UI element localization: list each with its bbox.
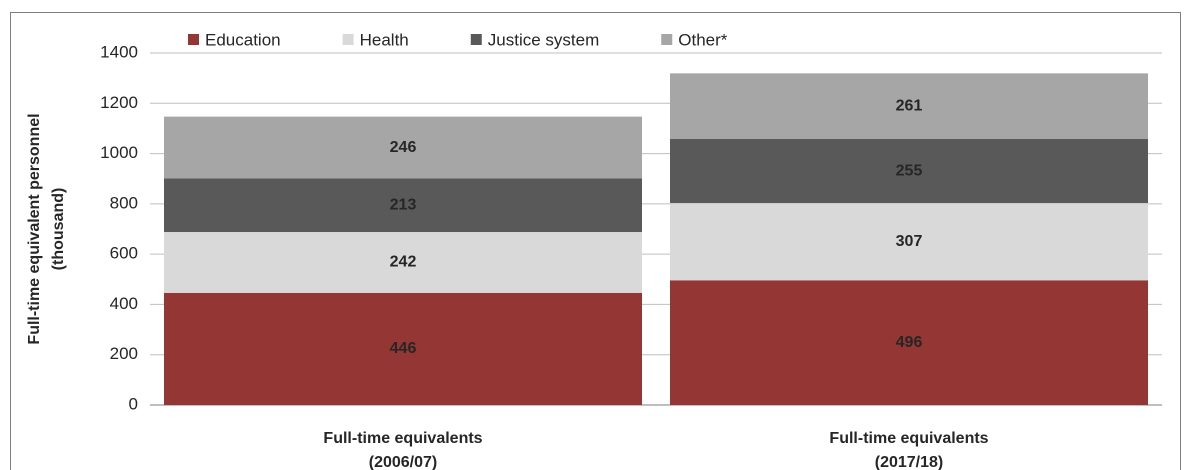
legend-label: Justice system (488, 30, 599, 49)
y-tick-label: 200 (110, 344, 138, 363)
y-tick-label: 1000 (100, 143, 138, 162)
value-label: 213 (390, 196, 417, 213)
y-tick-label: 1400 (100, 42, 138, 61)
bar-segment (164, 232, 642, 293)
legend-label: Education (205, 30, 281, 49)
legend-label: Other* (678, 30, 728, 49)
y-axis-label: Full-time equivalent personnel (26, 113, 43, 344)
legend-swatch (188, 34, 199, 45)
value-label: 307 (896, 233, 923, 250)
x-tick-label: Full-time equivalents (323, 430, 482, 447)
y-tick-label: 800 (110, 193, 138, 212)
x-tick-label: (2017/18) (875, 454, 944, 470)
bar-segment (670, 73, 1148, 139)
y-tick-label: 600 (110, 244, 138, 263)
value-label: 242 (390, 254, 417, 271)
bar-segment (670, 280, 1148, 405)
value-label: 255 (896, 162, 923, 179)
y-tick-label: 400 (110, 294, 138, 313)
legend-swatch (342, 34, 354, 45)
y-tick-label: 0 (129, 394, 138, 413)
x-tick-label: (2006/07) (369, 454, 438, 470)
bar-segment (164, 178, 642, 233)
value-label: 246 (390, 139, 417, 156)
y-axis-label: (thousand) (50, 188, 67, 271)
bar-segment (164, 116, 642, 179)
bar-segment (670, 138, 1148, 204)
value-label: 261 (896, 97, 923, 114)
value-label: 446 (390, 340, 417, 357)
legend-swatch (661, 34, 673, 45)
legend-label: Health (360, 30, 409, 49)
bar-segment (164, 292, 642, 405)
bar-segment (670, 203, 1148, 281)
legend-swatch (470, 34, 482, 45)
y-tick-label: 1200 (100, 93, 138, 112)
frame (10, 12, 1181, 470)
x-tick-label: Full-time equivalents (829, 430, 988, 447)
value-label: 496 (896, 334, 923, 351)
